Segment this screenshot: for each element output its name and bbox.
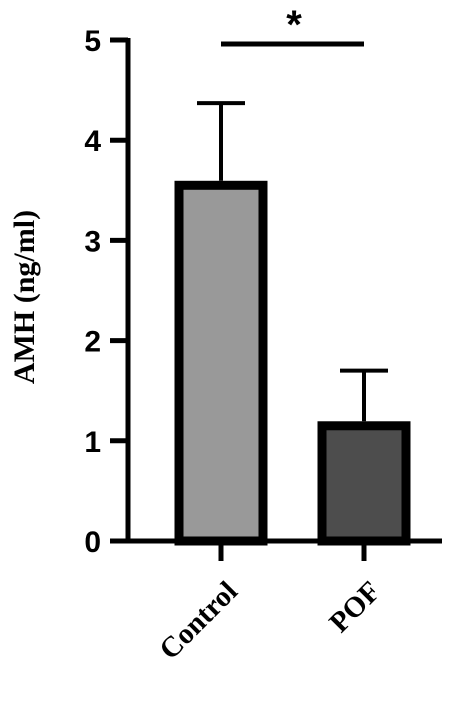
bars (174, 180, 411, 546)
x-ticks: Control POF (153, 541, 387, 666)
y-tick-label: 5 (84, 25, 101, 58)
y-tick-label: 1 (84, 426, 101, 459)
significance-annotation: * (221, 3, 364, 47)
y-tick-label: 0 (84, 526, 101, 559)
error-bars (197, 101, 388, 422)
bar-pof (317, 421, 411, 546)
significance-label: * (286, 3, 302, 47)
y-tick-label: 3 (84, 225, 101, 258)
y-tick-label: 2 (84, 326, 101, 359)
bar-control (174, 180, 268, 546)
y-ticks: 0 1 2 3 4 5 (84, 25, 128, 559)
x-tick-label-pof: POF (323, 575, 387, 639)
x-tick-label-control: Control (153, 575, 244, 666)
y-axis-label: AMH (ng/ml) (8, 210, 41, 384)
y-tick-label: 4 (84, 125, 101, 158)
